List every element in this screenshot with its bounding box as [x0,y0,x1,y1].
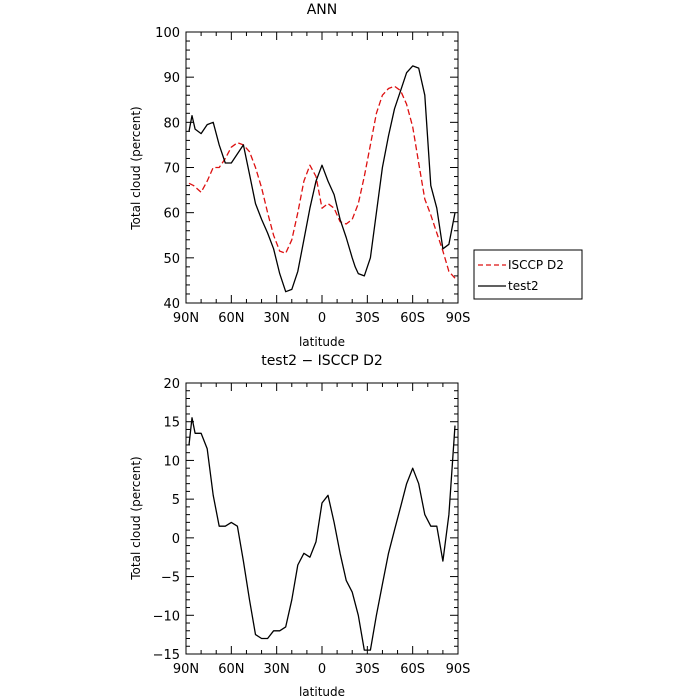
bottom-chart-y-tick-label: 10 [163,454,180,469]
bottom-chart-panel: test2 − ISCCP D2 latitude Total cloud (p… [129,353,470,699]
bottom-chart-x-axis-label: latitude [299,685,345,699]
top-chart-y-tick-label: 100 [155,26,180,41]
top-chart-series-line-test2 [188,65,456,293]
legend-label-isccp-d2: ISCCP D2 [508,258,564,272]
bottom-chart-frame [185,382,459,655]
bottom-chart-x-tick-label: 0 [318,662,326,677]
bottom-chart-x-tick-label: 90S [446,662,471,677]
bottom-chart-y-axis-label: Total cloud (percent) [129,456,143,580]
bottom-chart-y-tick-label: 15 [163,416,180,431]
top-chart-y-axis-label: Total cloud (percent) [129,106,143,230]
top-chart-x-tick-label: 0 [318,311,326,326]
top-chart-y-tick-label: 80 [163,116,180,131]
bottom-chart-ticks: −15 −10 −5 0 5 10 15 20 90N 60N 30N 0 30S 60S 90S [153,377,471,677]
legend-box [473,249,583,300]
bottom-chart-x-tick-label: 60S [400,662,425,677]
bottom-chart-x-tick-label: 30N [264,662,290,677]
top-chart-y-tick-label: 40 [163,297,180,312]
bottom-chart-series [188,417,456,651]
top-chart-legend: ISCCP D2 test2 [473,249,583,300]
top-chart-y-tick-label: 50 [163,252,180,267]
bottom-chart-y-tick-label: −5 [161,571,180,586]
top-chart-y-tick-label: 70 [163,162,180,177]
top-chart-x-axis-label: latitude [299,335,345,349]
top-chart-series [188,65,456,293]
bottom-chart-x-tick-label: 90N [173,662,199,677]
bottom-chart-y-tick-label: −10 [153,609,180,624]
top-chart-x-tick-label: 60N [218,311,244,326]
top-chart-x-tick-label: 90S [446,311,471,326]
top-chart-y-tick-label: 90 [163,71,180,86]
legend-label-test2: test2 [508,279,539,293]
top-chart-ticks: 40 50 60 70 80 90 100 90N 60N 30N 0 30S 60S 90S [155,26,470,326]
top-chart-x-tick-label: 30S [355,311,380,326]
bottom-chart-x-tick-label: 30S [355,662,380,677]
top-chart-title: ANN [307,2,338,18]
top-chart-x-tick-label: 60S [400,311,425,326]
bottom-chart-y-tick-label: 0 [172,532,180,547]
bottom-chart-y-tick-label: 20 [163,377,180,392]
bottom-chart-y-tick-label: −15 [153,648,180,663]
bottom-chart-y-tick-label: 5 [172,493,180,508]
top-chart-y-tick-label: 60 [163,207,180,222]
top-chart-x-tick-label: 90N [173,311,199,326]
bottom-chart-x-tick-label: 60N [218,662,244,677]
top-chart-x-tick-label: 30N [264,311,290,326]
top-chart-panel: ANN latitude Total cloud (percent) 40 50 6… [129,2,470,349]
top-chart-frame [185,31,459,304]
bottom-chart-series-line-difference [188,417,456,651]
top-chart-series-line-isccp-d2 [188,85,456,279]
bottom-chart-title: test2 − ISCCP D2 [261,353,383,369]
